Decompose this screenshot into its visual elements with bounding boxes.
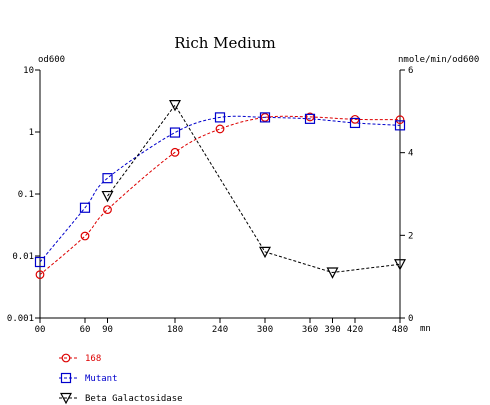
- y-left-tick-label: 0.001: [7, 314, 34, 324]
- data-point-168: [395, 115, 405, 125]
- data-point-mutant: [259, 112, 271, 123]
- x-axis-unit: mn: [420, 324, 431, 334]
- legend-marker-beta-galactosidase: [60, 392, 72, 405]
- y-right-tick-label: 2: [408, 231, 413, 241]
- data-point-mutant: [349, 117, 361, 129]
- data-point-beta-galactosidase: [394, 259, 406, 271]
- chart-title: Rich Medium: [174, 34, 275, 52]
- data-point-168: [170, 147, 180, 157]
- data-point-mutant: [102, 173, 113, 184]
- x-tick-label: 390: [324, 325, 340, 335]
- y-right-tick-label: 0: [408, 314, 413, 324]
- data-point-168: [215, 124, 225, 134]
- legend-label-168: 168: [85, 354, 101, 364]
- x-tick-label: 420: [347, 325, 363, 335]
- y-left-tick-label: 1: [29, 128, 34, 138]
- y-left-tick-label: 10: [23, 66, 34, 76]
- data-point-mutant: [169, 127, 181, 138]
- x-tick-label: 00: [35, 325, 46, 335]
- legend-label-mutant: Mutant: [85, 374, 118, 384]
- series-line-beta-galactosidase: [107, 104, 401, 274]
- data-point-168: [103, 205, 112, 215]
- data-point-mutant: [304, 113, 316, 124]
- y-right-tick-label: 4: [408, 149, 413, 159]
- x-tick-label: 180: [167, 325, 183, 335]
- data-point-168: [35, 270, 45, 280]
- data-point-168: [350, 114, 360, 124]
- legend-marker-mutant: [60, 372, 72, 384]
- series-line-mutant: [39, 115, 401, 263]
- data-point-beta-galactosidase: [101, 190, 114, 203]
- series-line-168: [39, 115, 401, 276]
- data-point-168: [305, 112, 315, 122]
- data-point-mutant: [214, 112, 226, 123]
- data-point-168: [260, 112, 270, 122]
- data-point-mutant: [79, 202, 91, 213]
- x-tick-label: 240: [212, 325, 228, 335]
- series-markers: [34, 100, 406, 280]
- data-point-mutant: [34, 256, 46, 268]
- x-tick-label: 60: [80, 325, 91, 335]
- legend-marker-168: [61, 353, 71, 363]
- y-right-tick-label: 6: [408, 66, 413, 76]
- y-left-tick-label: 0.01: [12, 252, 34, 262]
- data-point-beta-galactosidase: [326, 267, 339, 279]
- legend-label-beta-galactosidase: Beta Galactosidase: [85, 394, 183, 404]
- y-left-tick-label: 0.1: [18, 190, 34, 200]
- y-right-axis-label: nmole/min/od600: [398, 55, 479, 65]
- series-lines: [39, 104, 401, 276]
- x-tick-label: 480: [392, 325, 408, 335]
- legend: 168 Mutant Beta Galactosidase: [59, 353, 183, 405]
- data-point-beta-galactosidase: [259, 246, 271, 259]
- data-point-beta-galactosidase: [169, 100, 181, 112]
- data-point-168: [80, 231, 90, 241]
- y-left-axis-label: od600: [38, 55, 65, 65]
- axis-ticks: 00 60 90 180 240 300 360 390 420 4800.0010.010.11…: [7, 66, 414, 335]
- data-point-mutant: [394, 120, 406, 131]
- x-tick-label: 300: [257, 325, 273, 335]
- x-tick-label: 360: [302, 325, 318, 335]
- x-tick-label: 90: [102, 325, 113, 335]
